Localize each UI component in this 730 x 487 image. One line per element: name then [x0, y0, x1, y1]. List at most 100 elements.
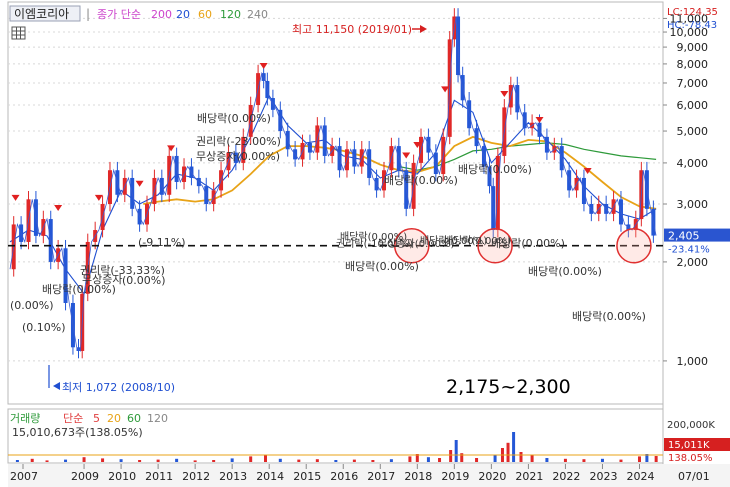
event-label: 무상증자	[82, 273, 122, 286]
event-label: 배당락(0.00%)	[572, 310, 646, 323]
ma-period-2: 20	[176, 8, 190, 21]
low-label: 최저 1,072 (2008/10)	[62, 381, 175, 394]
event-label: (0.10%)	[22, 321, 66, 334]
time-axis-label: 2010	[108, 470, 136, 483]
price-axis: 1,000 2,000 3,000 4,000 5,000 6,000 7,000 8,000…	[663, 12, 709, 368]
stock-name-box[interactable]	[9, 5, 81, 22]
event-arrow-icon	[402, 152, 411, 159]
volume-bar	[506, 442, 510, 462]
event-arrow-icon	[500, 91, 509, 97]
event-arrow-icon	[413, 141, 422, 148]
support-touch-circle	[477, 227, 513, 264]
event-label: 무상증자(0.00%)	[196, 150, 280, 163]
volume-bar	[334, 460, 338, 462]
price-tick-label: 11,000	[670, 12, 709, 25]
volume-current-pct: 138.05%	[668, 453, 713, 464]
volume-ma-1: 5	[93, 412, 100, 425]
time-axis-label: 2017	[367, 470, 395, 483]
volume-bar	[315, 459, 319, 462]
price-tick-label: 1,000	[677, 355, 709, 368]
volume-bar	[530, 454, 534, 462]
volume-bar	[263, 454, 267, 462]
volume-bar	[460, 453, 464, 462]
volume-bar	[619, 459, 623, 462]
volume-bar	[438, 458, 442, 462]
event-label: (0.00%)	[122, 274, 166, 287]
event-arrow-icon	[11, 194, 20, 201]
event-arrow-icon	[54, 205, 63, 212]
price-tick-label: 7,000	[677, 77, 709, 90]
time-axis-label: 2012	[182, 470, 210, 483]
time-axis-label: 2018	[404, 470, 432, 483]
time-axis-label: 2016	[330, 470, 358, 483]
price-tick-label: 2,000	[677, 256, 709, 269]
current-price-change: -23.41%	[668, 245, 710, 256]
volume-bar	[512, 432, 516, 462]
volume-bar	[230, 458, 234, 462]
volume-bar	[493, 454, 497, 462]
volume-axis-top: 200,000K	[667, 420, 715, 431]
volume-bar	[563, 458, 567, 462]
ma-period-3: 60	[198, 8, 212, 21]
current-price-label: 2,405	[668, 230, 700, 243]
time-axis-label: 2024	[626, 470, 654, 483]
time-axis-label: 2007	[10, 470, 38, 483]
volume-bar	[352, 459, 356, 462]
volume-bar	[519, 452, 523, 462]
stock-name[interactable]: 이엠코리아	[14, 7, 69, 21]
volume-bar	[454, 440, 458, 462]
price-panel	[7, 1, 664, 405]
volume-bar	[654, 456, 658, 462]
volume-bar	[545, 458, 549, 462]
event-arrow-icon	[94, 194, 103, 201]
price-tick-label: 10,000	[670, 26, 709, 39]
support-circles	[394, 227, 652, 264]
price-tick-label: 9,000	[677, 41, 709, 54]
event-arrow-icon	[583, 167, 592, 174]
event-label: 권리락(-33,33%)	[80, 264, 165, 277]
event-label: 배당락(0.00%)	[345, 260, 419, 273]
time-axis-label: 2009	[71, 470, 99, 483]
time-axis-bg	[8, 464, 730, 487]
high-label: 최고 11,150 (2019/01)	[292, 23, 412, 36]
volume-ma-3: 60	[127, 412, 141, 425]
high-arrow-icon	[420, 25, 427, 33]
time-axis-label: 2022	[552, 470, 580, 483]
header-separator: |	[86, 7, 90, 21]
event-label: 배당락(0.00%)	[384, 174, 458, 187]
price-tick-label: 8,000	[677, 58, 709, 71]
volume-current-label: 15,011K	[668, 440, 710, 451]
volume-bar	[297, 459, 301, 462]
volume-bar	[475, 458, 479, 462]
volume-ma-2: 20	[107, 412, 121, 425]
volume-bar	[408, 456, 412, 462]
event-arrow-icon	[259, 62, 268, 69]
volume-bar	[175, 458, 179, 462]
volume-ma-label: 단순	[63, 412, 83, 425]
volume-bar	[64, 459, 68, 462]
event-label: 배당락(0.00%)	[458, 163, 532, 176]
time-axis-label: 2011	[145, 470, 173, 483]
event-arrow-icon	[441, 86, 450, 93]
volume-bar	[156, 459, 160, 462]
volume-bar	[371, 460, 375, 462]
event-label: 배당락(0.00%)	[528, 265, 602, 278]
low-annotation: 최저 1,072 (2008/10)	[48, 365, 175, 394]
time-axis-label: 2015	[293, 470, 321, 483]
volume-bar	[212, 460, 216, 462]
volume-bar	[30, 458, 34, 462]
volume-bar	[449, 450, 453, 462]
volume-bar	[278, 458, 282, 462]
event-label: 배당락(0.00%)	[491, 237, 565, 250]
volume-bar	[119, 459, 123, 462]
volume-panel	[7, 408, 664, 464]
price-tick-label: 5,000	[677, 125, 709, 138]
time-axis-label: 07/01	[678, 470, 710, 483]
volume-bar	[15, 460, 19, 462]
event-label: 배당락(0.00%)	[444, 235, 511, 247]
event-markers	[11, 62, 592, 212]
event-label: (-9.11%)	[138, 236, 186, 249]
grid-icon[interactable]	[11, 26, 26, 40]
support-touch-circle	[616, 227, 652, 264]
volume-bar	[138, 460, 142, 462]
